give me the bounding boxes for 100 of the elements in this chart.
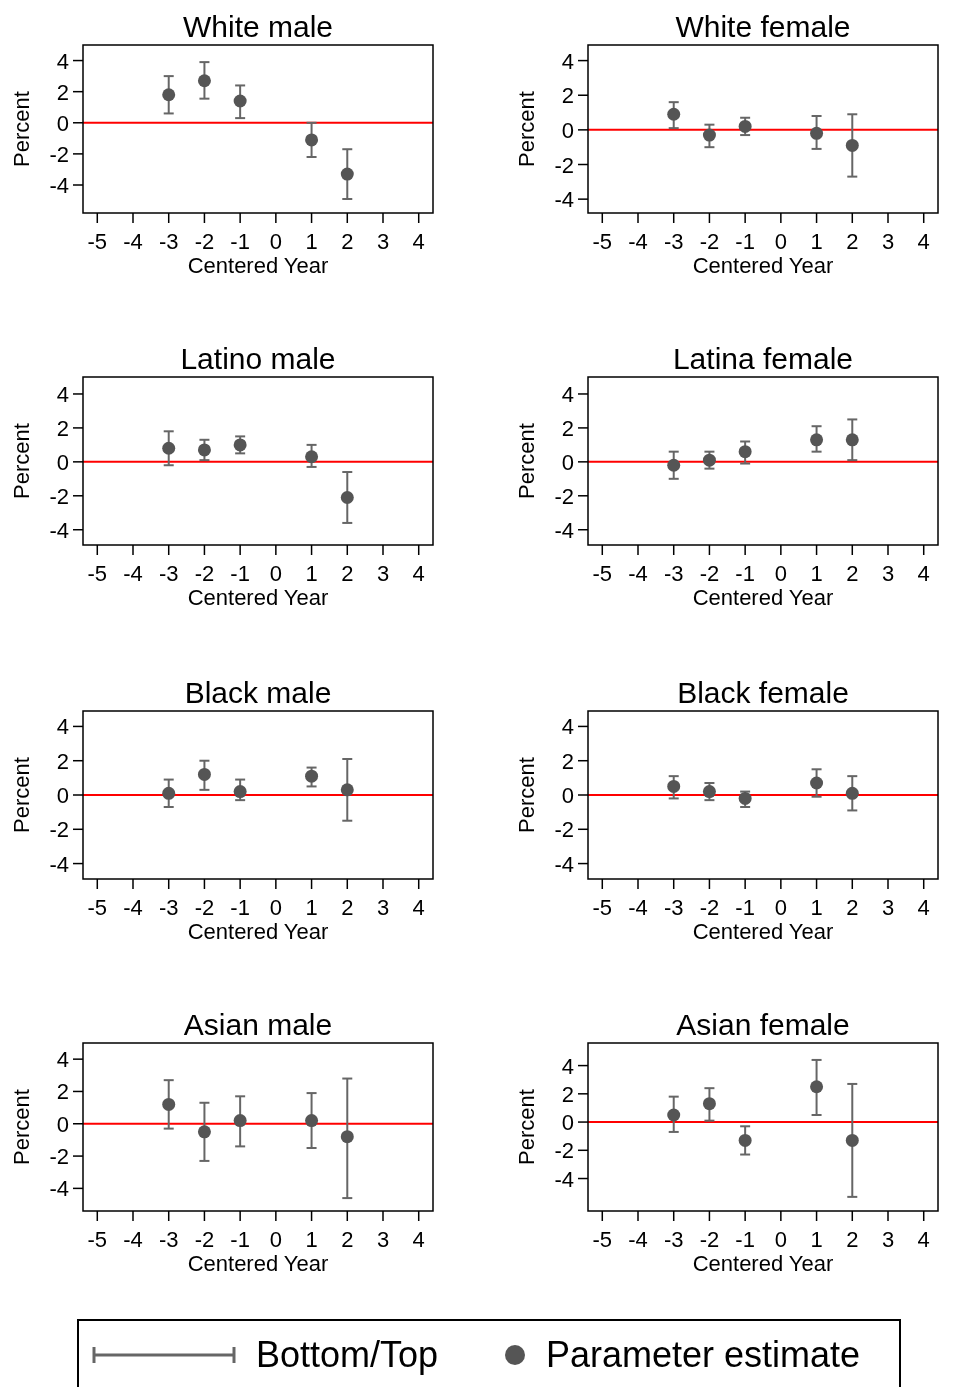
- x-axis-title: Centered Year: [692, 585, 834, 610]
- point: [667, 1108, 681, 1122]
- x-tick-label: -3: [158, 561, 179, 586]
- x-tick-label: -1: [230, 229, 250, 254]
- y-tick-label: -2: [49, 1144, 69, 1170]
- y-axis-title: Percent: [514, 757, 539, 833]
- x-tick-label: 2: [846, 1227, 859, 1252]
- x-tick-label: -5: [87, 561, 108, 586]
- point: [162, 441, 176, 455]
- point: [233, 1114, 247, 1128]
- chart-title: Black male: [184, 676, 332, 709]
- point: [305, 133, 319, 147]
- y-tick-label: 0: [56, 110, 69, 136]
- y-tick-label: -2: [554, 817, 574, 843]
- x-tick-label: 4: [412, 229, 425, 254]
- x-tick-label: 0: [774, 895, 787, 920]
- y-tick-label: -4: [554, 187, 574, 213]
- x-tick-label: 1: [810, 895, 823, 920]
- x-axis-title: Centered Year: [187, 1251, 329, 1276]
- y-tick-label: 4: [56, 48, 69, 74]
- y-tick-label: -4: [49, 851, 69, 877]
- point: [340, 783, 354, 797]
- x-tick-label: -1: [230, 1227, 250, 1252]
- x-tick-label: -3: [663, 895, 684, 920]
- y-tick-label: -2: [49, 141, 69, 167]
- x-tick-label: 2: [846, 561, 859, 586]
- x-tick-label: 4: [412, 1227, 425, 1252]
- y-tick-label: 2: [561, 1081, 574, 1107]
- y-axis-title: Percent: [9, 1089, 34, 1165]
- y-tick-label: 0: [561, 1110, 574, 1136]
- x-tick-label: 1: [810, 561, 823, 586]
- x-tick-label: 2: [846, 895, 859, 920]
- y-axis-title: Percent: [9, 757, 34, 833]
- x-tick-label: -4: [628, 561, 648, 586]
- y-tick-label: 2: [56, 1079, 69, 1105]
- x-tick-label: 1: [305, 229, 318, 254]
- x-tick-label: 1: [305, 561, 318, 586]
- x-tick-label: -4: [628, 229, 648, 254]
- point: [667, 107, 681, 121]
- x-tick-label: -3: [158, 1227, 179, 1252]
- point: [667, 779, 681, 793]
- x-tick-label: 3: [376, 1227, 390, 1252]
- x-tick-label: -5: [87, 229, 108, 254]
- x-tick-label: 2: [846, 229, 859, 254]
- y-tick-label: -2: [49, 817, 69, 843]
- x-tick-label: 3: [881, 895, 895, 920]
- x-tick-label: 0: [774, 561, 787, 586]
- point: [845, 1133, 859, 1147]
- y-tick-label: 4: [561, 1053, 574, 1079]
- x-tick-label: 0: [774, 229, 787, 254]
- x-tick-label: 3: [881, 229, 895, 254]
- y-tick-label: 2: [561, 748, 574, 774]
- x-tick-label: 1: [810, 229, 823, 254]
- point: [162, 88, 176, 102]
- x-tick-label: -2: [194, 229, 215, 254]
- x-tick-label: -5: [87, 895, 108, 920]
- x-tick-label: -4: [123, 895, 143, 920]
- y-tick-label: 2: [561, 83, 574, 109]
- y-tick-label: -4: [554, 1166, 574, 1192]
- y-tick-label: -4: [49, 173, 69, 198]
- x-tick-label: 3: [881, 561, 895, 586]
- chart-title: Asian female: [676, 1008, 850, 1041]
- x-tick-label: -5: [592, 895, 613, 920]
- y-tick-label: 2: [56, 748, 69, 774]
- x-tick-label: 4: [412, 895, 425, 920]
- point: [197, 767, 211, 781]
- x-tick-label: 2: [341, 895, 354, 920]
- y-tick-label: -4: [554, 851, 574, 877]
- x-tick-label: 0: [269, 895, 282, 920]
- y-tick-label: -4: [49, 517, 69, 543]
- x-tick-label: -2: [194, 895, 215, 920]
- point: [667, 458, 681, 472]
- y-tick-label: -4: [49, 1176, 69, 1202]
- y-tick-label: 2: [561, 415, 574, 441]
- y-tick-label: -2: [554, 152, 574, 178]
- x-tick-label: -3: [663, 561, 684, 586]
- y-tick-label: 0: [56, 783, 69, 808]
- x-tick-label: -4: [628, 1227, 648, 1252]
- point: [197, 443, 211, 457]
- x-tick-label: 3: [376, 229, 390, 254]
- point: [810, 433, 824, 447]
- x-tick-label: -5: [87, 1227, 108, 1252]
- x-tick-label: -5: [592, 229, 613, 254]
- y-tick-label: 4: [561, 714, 574, 740]
- point: [305, 450, 319, 464]
- x-tick-label: -2: [699, 1227, 720, 1252]
- chart-title: White female: [675, 10, 851, 43]
- x-tick-label: 1: [305, 1227, 318, 1252]
- point: [702, 1097, 716, 1111]
- y-tick-label: 2: [56, 79, 69, 105]
- point: [233, 785, 247, 799]
- x-tick-label: -4: [123, 561, 143, 586]
- x-tick-label: 1: [810, 1227, 823, 1252]
- x-tick-label: 4: [917, 561, 930, 586]
- chart-title: Black female: [677, 676, 849, 709]
- point: [340, 1130, 354, 1144]
- point: [702, 128, 716, 142]
- point: [197, 1125, 211, 1139]
- y-tick-label: -2: [554, 483, 574, 509]
- x-tick-label: -3: [158, 229, 179, 254]
